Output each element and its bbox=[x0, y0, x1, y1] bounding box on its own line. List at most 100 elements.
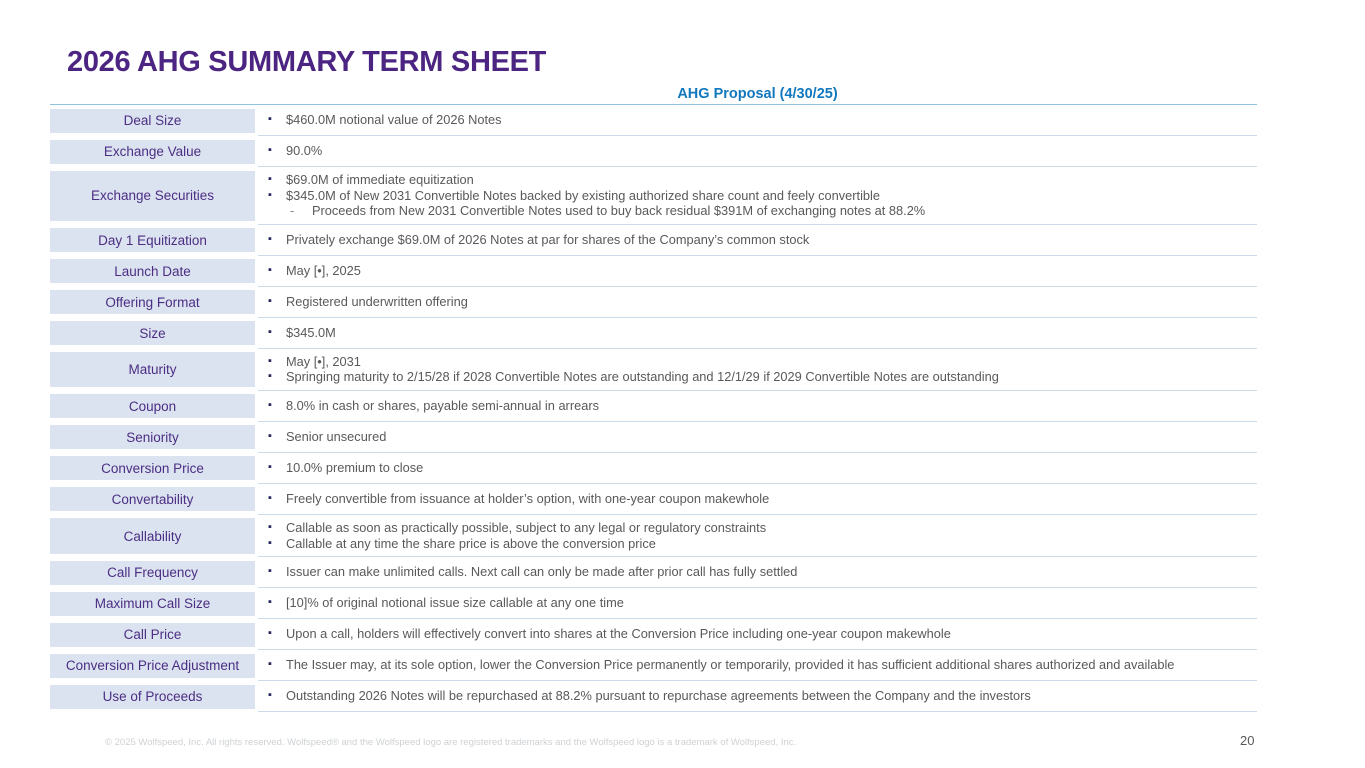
bullet-line: ▪ Upon a call, holders will effectively … bbox=[267, 626, 1251, 642]
bullet-icon: ▪ bbox=[268, 430, 272, 443]
bullet-icon: ▪ bbox=[268, 232, 272, 245]
bullet-icon: ▪ bbox=[268, 658, 272, 671]
bullet-icon: ▪ bbox=[268, 520, 272, 533]
row-content: ▪ Callable as soon as practically possib… bbox=[258, 515, 1257, 558]
bullet-icon: ▪ bbox=[268, 689, 272, 702]
row-label: Exchange Securities bbox=[50, 170, 255, 222]
table-row: Offering Format ▪ Registered underwritte… bbox=[50, 287, 1257, 318]
bullet-line: ▪ Privately exchange $69.0M of 2026 Note… bbox=[267, 232, 1251, 248]
bullet-text: Privately exchange $69.0M of 2026 Notes … bbox=[286, 231, 810, 247]
bullet-text: $345.0M bbox=[286, 324, 336, 340]
table-row: Convertability ▪ Freely convertible from… bbox=[50, 484, 1257, 515]
row-label: Maturity bbox=[50, 352, 255, 388]
bullet-text: $460.0M notional value of 2026 Notes bbox=[286, 112, 502, 128]
row-label: Exchange Value bbox=[50, 139, 255, 164]
bullet-text: May [•], 2025 bbox=[286, 262, 361, 278]
row-content: ▪ $345.0M bbox=[258, 318, 1257, 349]
row-label: Day 1 Equitization bbox=[50, 228, 255, 253]
bullet-text: Springing maturity to 2/15/28 if 2028 Co… bbox=[286, 369, 999, 385]
bullet-text: May [•], 2031 bbox=[286, 353, 361, 369]
bullet-icon: ▪ bbox=[268, 173, 272, 185]
table-row: Maturity ▪ May [•], 2031 ▪ Springing mat… bbox=[50, 349, 1257, 391]
bullet-line: ▪ $69.0M of immediate equitization bbox=[267, 172, 1251, 188]
bullet-text: Senior unsecured bbox=[286, 429, 387, 445]
row-content: ▪ [10]% of original notional issue size … bbox=[258, 588, 1257, 620]
row-label: Launch Date bbox=[50, 259, 255, 284]
row-label: Call Price bbox=[50, 622, 255, 647]
bullet-icon: ▪ bbox=[268, 565, 272, 578]
row-content: ▪ May [•], 2025 bbox=[258, 256, 1257, 287]
bullet-icon: ▪ bbox=[268, 627, 272, 640]
row-label: Callability bbox=[50, 518, 255, 554]
bullet-icon: ▪ bbox=[268, 596, 272, 609]
bullet-text: 90.0% bbox=[286, 143, 323, 159]
bullet-line: ▪ $345.0M bbox=[267, 325, 1251, 341]
bullet-line: ▪ May [•], 2025 bbox=[267, 263, 1251, 279]
bullet-line: ▪ $345.0M of New 2031 Convertible Notes … bbox=[267, 188, 1251, 204]
bullet-text: The Issuer may, at its sole option, lowe… bbox=[286, 657, 1175, 673]
table-row: Exchange Value ▪ 90.0% bbox=[50, 136, 1257, 167]
bullet-icon: ▪ bbox=[268, 536, 272, 549]
bullet-icon: ▪ bbox=[268, 144, 272, 157]
row-content: ▪ Upon a call, holders will effectively … bbox=[258, 619, 1257, 651]
row-content: ▪ 8.0% in cash or shares, payable semi-a… bbox=[258, 391, 1257, 422]
row-label: Coupon bbox=[50, 394, 255, 419]
bullet-icon: ▪ bbox=[268, 492, 272, 505]
table-row: Callability ▪ Callable as soon as practi… bbox=[50, 515, 1257, 558]
term-sheet-table: Deal Size ▪ $460.0M notional value of 20… bbox=[50, 104, 1257, 713]
bullet-line: ▪ Registered underwritten offering bbox=[267, 294, 1251, 310]
column-header-ahg-proposal: AHG Proposal (4/30/25) bbox=[677, 86, 838, 102]
bullet-text: 10.0% premium to close bbox=[286, 460, 424, 476]
row-label: Size bbox=[50, 321, 255, 346]
bullet-text: Outstanding 2026 Notes will be repurchas… bbox=[286, 688, 1031, 704]
bullet-line: ▪ 90.0% bbox=[267, 143, 1251, 159]
bullet-text: Upon a call, holders will effectively co… bbox=[286, 626, 951, 642]
bullet-icon: ▪ bbox=[268, 263, 272, 276]
bullet-line: ▪ Callable at any time the share price i… bbox=[267, 536, 1251, 552]
bullet-text: $345.0M of New 2031 Convertible Notes ba… bbox=[286, 187, 880, 203]
bullet-line: ▪ Outstanding 2026 Notes will be repurch… bbox=[267, 688, 1251, 704]
table-row: Size ▪ $345.0M bbox=[50, 318, 1257, 349]
row-content: ▪ $69.0M of immediate equitization ▪ $34… bbox=[258, 167, 1257, 225]
table-row: Launch Date ▪ May [•], 2025 bbox=[50, 256, 1257, 287]
table-row: Coupon ▪ 8.0% in cash or shares, payable… bbox=[50, 391, 1257, 422]
bullet-line: ▪ Freely convertible from issuance at ho… bbox=[267, 491, 1251, 507]
bullet-icon: ▪ bbox=[268, 113, 272, 126]
row-content: ▪ 90.0% bbox=[258, 136, 1257, 167]
bullet-line: ▪ The Issuer may, at its sole option, lo… bbox=[267, 657, 1251, 673]
bullet-text: Callable as soon as practically possible… bbox=[286, 519, 767, 535]
row-content: ▪ $460.0M notional value of 2026 Notes bbox=[258, 105, 1257, 136]
row-content: ▪ May [•], 2031 ▪ Springing maturity to … bbox=[258, 349, 1257, 391]
row-label: Call Frequency bbox=[50, 560, 255, 585]
bullet-icon: ▪ bbox=[268, 399, 272, 412]
bullet-text: $69.0M of immediate equitization bbox=[286, 172, 474, 187]
table-row: Deal Size ▪ $460.0M notional value of 20… bbox=[50, 105, 1257, 136]
copyright-footer: © 2025 Wolfspeed, Inc. All rights reserv… bbox=[105, 737, 797, 748]
row-label: Seniority bbox=[50, 425, 255, 450]
bullet-line: ▪ Springing maturity to 2/15/28 if 2028 … bbox=[267, 369, 1251, 385]
row-label: Offering Format bbox=[50, 290, 255, 315]
bullet-line: ▪ May [•], 2031 bbox=[267, 354, 1251, 370]
bullet-text: Issuer can make unlimited calls. Next ca… bbox=[286, 564, 798, 580]
row-content: ▪ Privately exchange $69.0M of 2026 Note… bbox=[258, 225, 1257, 256]
row-content: ▪ Outstanding 2026 Notes will be repurch… bbox=[258, 681, 1257, 713]
row-content: ▪ Freely convertible from issuance at ho… bbox=[258, 484, 1257, 515]
row-label: Use of Proceeds bbox=[50, 684, 255, 709]
table-row: Day 1 Equitization ▪ Privately exchange … bbox=[50, 225, 1257, 256]
row-label: Deal Size bbox=[50, 108, 255, 133]
bullet-line: ▪ Senior unsecured bbox=[267, 429, 1251, 445]
bullet-text: 8.0% in cash or shares, payable semi-ann… bbox=[286, 398, 599, 414]
table-row: Maximum Call Size ▪ [10]% of original no… bbox=[50, 588, 1257, 620]
table-row: Conversion Price Adjustment ▪ The Issuer… bbox=[50, 650, 1257, 682]
bullet-line: ▪ Issuer can make unlimited calls. Next … bbox=[267, 564, 1251, 580]
row-content: ▪ Registered underwritten offering bbox=[258, 287, 1257, 318]
page-title: 2026 AHG SUMMARY TERM SHEET bbox=[67, 46, 547, 78]
bullet-icon: ▪ bbox=[268, 294, 272, 307]
table-row: Use of Proceeds ▪ Outstanding 2026 Notes… bbox=[50, 681, 1257, 713]
row-content: ▪ 10.0% premium to close bbox=[258, 453, 1257, 484]
row-content: ▪ Issuer can make unlimited calls. Next … bbox=[258, 557, 1257, 589]
bullet-text: Registered underwritten offering bbox=[286, 293, 468, 309]
table-row: Exchange Securities ▪ $69.0M of immediat… bbox=[50, 167, 1257, 225]
bullet-line: ▪ $460.0M notional value of 2026 Notes bbox=[267, 112, 1251, 128]
